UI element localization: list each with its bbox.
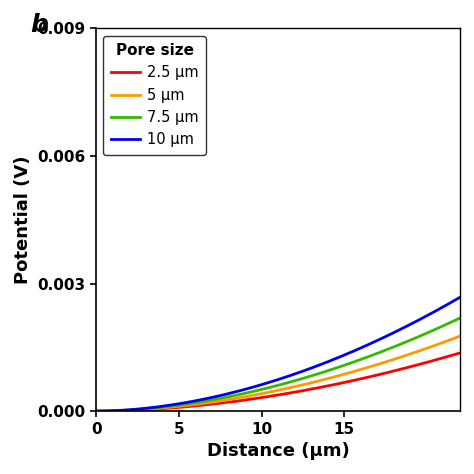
Legend: 2.5 μm, 5 μm, 7.5 μm, 10 μm: 2.5 μm, 5 μm, 7.5 μm, 10 μm <box>103 36 206 155</box>
10 μm <box>448 300 454 305</box>
2.5 μm <box>392 368 397 374</box>
5 μm <box>448 337 454 342</box>
5 μm <box>93 408 99 414</box>
10 μm <box>290 372 296 377</box>
2.5 μm <box>448 353 454 358</box>
7.5 μm <box>310 373 316 378</box>
5 μm <box>268 389 274 394</box>
2.5 μm <box>93 408 99 414</box>
10 μm <box>93 408 99 414</box>
2.5 μm <box>310 386 316 392</box>
7.5 μm <box>266 385 272 391</box>
10 μm <box>268 379 274 384</box>
5 μm <box>266 389 272 395</box>
X-axis label: Distance (μm): Distance (μm) <box>207 442 349 460</box>
10 μm <box>392 329 397 335</box>
7.5 μm <box>268 384 274 390</box>
Line: 5 μm: 5 μm <box>96 336 460 411</box>
10 μm <box>457 294 463 300</box>
Line: 2.5 μm: 2.5 μm <box>96 353 460 411</box>
7.5 μm <box>290 378 296 384</box>
Line: 10 μm: 10 μm <box>96 297 460 411</box>
7.5 μm <box>448 319 454 325</box>
5 μm <box>290 384 296 390</box>
10 μm <box>266 380 272 385</box>
2.5 μm <box>266 393 272 399</box>
2.5 μm <box>268 393 274 399</box>
2.5 μm <box>290 390 296 395</box>
5 μm <box>392 356 397 362</box>
Y-axis label: Potential (V): Potential (V) <box>14 155 32 284</box>
5 μm <box>457 333 463 339</box>
Text: b: b <box>31 13 48 37</box>
7.5 μm <box>392 344 397 349</box>
2.5 μm <box>457 350 463 356</box>
5 μm <box>310 380 316 385</box>
7.5 μm <box>93 408 99 414</box>
Line: 7.5 μm: 7.5 μm <box>96 318 460 411</box>
7.5 μm <box>457 315 463 321</box>
10 μm <box>310 365 316 370</box>
